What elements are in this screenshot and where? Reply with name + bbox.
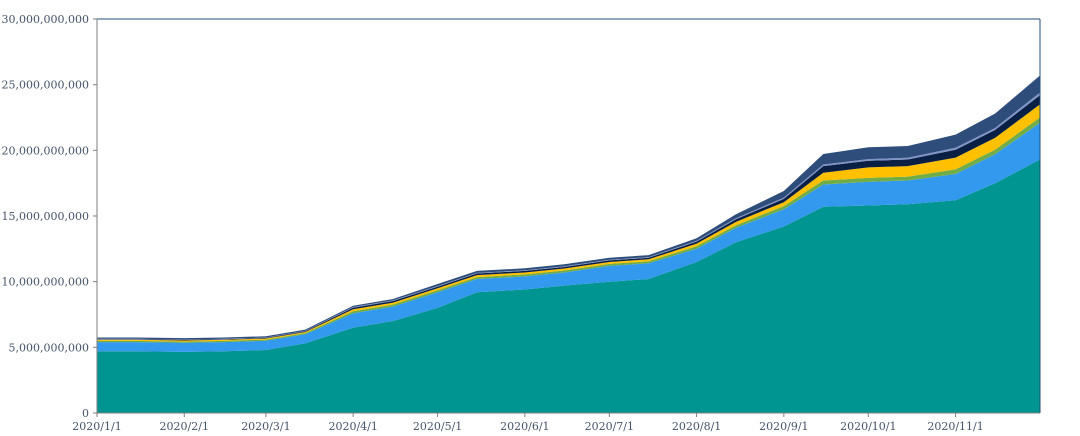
- area-layers: [97, 75, 1040, 413]
- y-tick-label: 5,000,000,000: [9, 341, 89, 354]
- y-tick-label: 10,000,000,000: [2, 276, 89, 289]
- x-tick-label: 2020/7/1: [585, 420, 634, 433]
- x-tick-label: 2020/4/1: [328, 420, 377, 433]
- x-tick-label: 2020/2/1: [160, 420, 209, 433]
- x-tick-label: 2020/11/1: [927, 420, 983, 433]
- x-tick-label: 2020/1/1: [72, 420, 121, 433]
- x-tick-label: 2020/6/1: [500, 420, 549, 433]
- y-tick-label: 15,000,000,000: [2, 210, 89, 223]
- x-tick-label: 2020/9/1: [759, 420, 808, 433]
- x-tick-label: 2020/3/1: [241, 420, 290, 433]
- x-tick-label: 2020/5/1: [413, 420, 462, 433]
- y-tick-label: 30,000,000,000: [2, 13, 89, 26]
- area-series-1: [97, 159, 1040, 413]
- y-axis-ticks: 0 5,000,000,000 10,000,000,000 15,000,000,0…: [2, 13, 97, 420]
- y-tick-label: 25,000,000,000: [2, 79, 89, 92]
- x-axis-ticks: 2020/1/1 2020/2/1 2020/3/1 2020/4/1 2020/5/1…: [72, 413, 984, 433]
- y-tick-label: 20,000,000,000: [2, 144, 89, 157]
- y-tick-label: 0: [82, 407, 89, 420]
- x-tick-label: 2020/8/1: [672, 420, 721, 433]
- x-tick-label: 2020/10/1: [840, 420, 896, 433]
